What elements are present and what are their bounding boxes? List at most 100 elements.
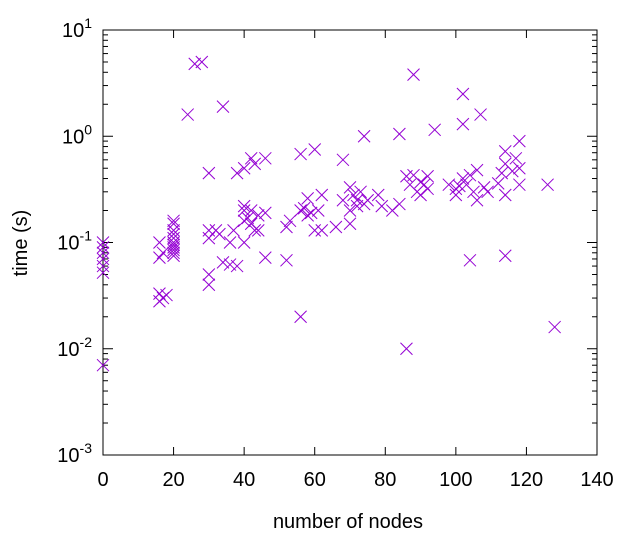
data-point [227, 224, 240, 237]
data-point [96, 241, 110, 254]
data-point [513, 178, 526, 192]
data-point-stroke [357, 129, 371, 143]
data-point [308, 224, 322, 237]
y-tick-label: 100 [62, 121, 92, 148]
data-point-stroke [167, 249, 180, 263]
data-point [442, 178, 456, 192]
data-point-stroke [329, 220, 343, 234]
y-axis-label: time (s) [10, 210, 32, 277]
data-point [357, 129, 371, 143]
data-point-stroke [96, 266, 110, 280]
data-point [167, 243, 180, 257]
data-point [481, 185, 494, 199]
data-point-stroke [96, 252, 110, 266]
data-point [414, 188, 427, 202]
data-point-stroke [498, 145, 512, 158]
x-tick-label: 140 [580, 469, 613, 491]
data-point-stroke [513, 134, 526, 148]
data-point-stroke [153, 236, 166, 249]
data-point-stroke [403, 178, 417, 192]
data-point [230, 166, 244, 180]
data-point [350, 193, 364, 207]
data-point-stroke [315, 224, 329, 237]
data-point-stroke [456, 117, 470, 131]
data-point [467, 185, 480, 199]
data-point-stroke [375, 199, 389, 213]
data-point-stroke [470, 193, 484, 207]
data-point-stroke [258, 151, 272, 165]
data-point-stroke [421, 169, 434, 183]
y-tick-exponent: -3 [80, 440, 93, 456]
data-point-stroke [230, 166, 244, 180]
data-point [375, 199, 389, 213]
data-point [237, 214, 251, 228]
data-point [280, 253, 293, 267]
x-axis-ticks: 0 20 40 60 80 100 120 140 [97, 30, 614, 491]
data-point [509, 151, 523, 165]
data-point-stroke [230, 259, 244, 273]
data-point [216, 100, 230, 113]
data-point-stroke [498, 188, 512, 202]
data-point [350, 199, 364, 213]
data-point [407, 68, 420, 82]
data-point [548, 320, 562, 334]
data-point-stroke [350, 199, 364, 213]
data-point-stroke [216, 100, 230, 113]
data-point [283, 214, 297, 228]
data-point-stroke [297, 201, 311, 215]
data-point-stroke [244, 151, 258, 165]
y-tick-base: 10 [62, 20, 84, 42]
data-point [251, 209, 265, 222]
data-point-stroke [456, 87, 470, 101]
data-point-stroke [336, 153, 350, 167]
x-axis-label: number of nodes [273, 511, 423, 533]
data-point-stroke [407, 168, 420, 182]
data-point [308, 143, 322, 156]
data-point-stroke [315, 188, 329, 202]
data-point [237, 199, 251, 213]
y-tick-label: 10-2 [57, 334, 92, 361]
data-point-stroke [96, 259, 110, 273]
data-point [167, 217, 180, 231]
data-point-stroke [258, 206, 272, 220]
data-point-stroke [301, 209, 315, 222]
data-point [393, 197, 406, 211]
y-tick-base: 10 [62, 126, 84, 148]
data-point [202, 268, 216, 281]
data-point [202, 278, 216, 292]
data-point-stroke [477, 181, 491, 194]
data-point [237, 161, 251, 175]
data-point [343, 181, 357, 194]
data-point-stroke [237, 161, 251, 175]
y-tick-exponent: -2 [80, 334, 93, 350]
x-tick-label: 60 [304, 469, 326, 491]
data-point [315, 224, 329, 237]
data-point [258, 151, 272, 165]
data-point-stroke [241, 211, 255, 225]
data-point [456, 117, 470, 131]
data-point-stroke [181, 108, 195, 121]
data-point-stroke [498, 249, 512, 263]
data-point-stroke [393, 127, 406, 141]
x-tick-label: 0 [97, 469, 108, 491]
data-point [513, 134, 526, 148]
data-point [336, 153, 350, 167]
data-point-stroke [167, 246, 180, 260]
data-point [294, 310, 307, 324]
data-point-stroke [96, 358, 110, 372]
data-point [96, 236, 110, 249]
data-point [463, 168, 477, 182]
data-point-stroke [251, 224, 265, 237]
data-point [160, 288, 173, 302]
data-point [297, 201, 311, 215]
data-point [167, 249, 180, 263]
data-point-stroke [202, 166, 216, 180]
data-point-stroke [400, 342, 413, 356]
x-tick-label: 80 [374, 469, 396, 491]
data-point [258, 206, 272, 220]
data-point [258, 251, 272, 265]
data-point [495, 166, 509, 180]
data-point-stroke [160, 288, 173, 302]
